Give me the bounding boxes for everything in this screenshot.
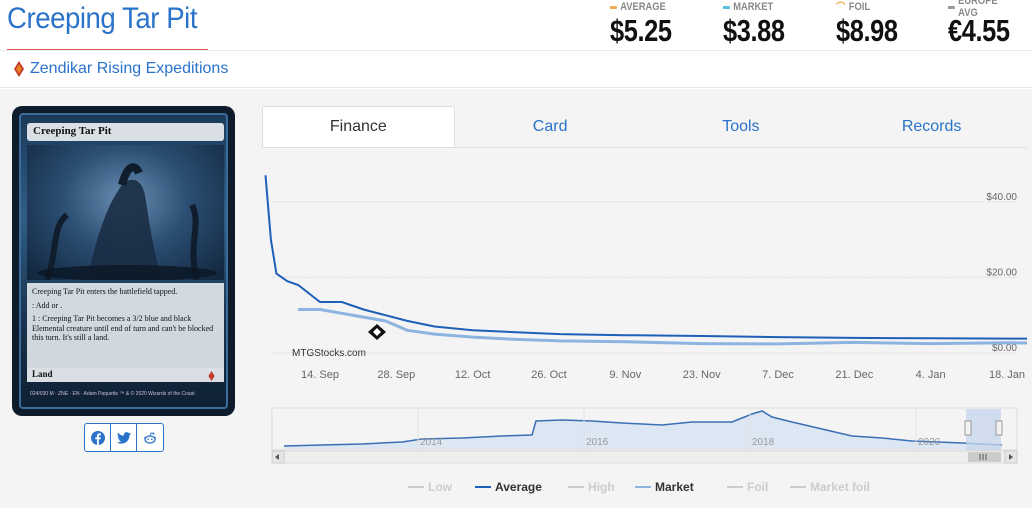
price-europe-label: EUROPE AVG (958, 0, 998, 19)
scroll-left-arrow-icon (275, 454, 279, 460)
tab-finance[interactable]: Finance (262, 106, 455, 147)
legend-item-foil[interactable]: Foil (727, 480, 768, 494)
set-link[interactable]: Zendikar Rising Expeditions (13, 60, 228, 78)
legend-label: Average (495, 480, 542, 494)
facebook-icon (90, 430, 105, 445)
card-art-illustration (37, 163, 217, 282)
card-rules-text: Creeping Tar Pit enters the battlefield … (27, 283, 224, 373)
card-name-bar: Creeping Tar Pit (27, 123, 224, 141)
card-text-line-3: 1 : Creeping Tar Pit becomes a 3/2 blue … (32, 314, 214, 342)
facebook-share-button[interactable] (85, 424, 111, 451)
x-tick-label: 12. Oct (455, 369, 490, 381)
twitter-icon (116, 431, 131, 444)
x-tick-label: 4. Jan (916, 369, 946, 381)
x-tick-label: 21. Dec (835, 369, 873, 381)
series-line-market (298, 308, 1032, 346)
legend-label: Market (655, 480, 694, 494)
chart-legend: Low Average High Market Foil Market foil (408, 480, 870, 494)
x-axis-ticks: 14. Sep 28. Sep 12. Oct 26. Oct 9. Nov 23. No… (301, 369, 1025, 381)
header: Creeping Tar Pit Zendikar Rising Expedit… (0, 0, 1032, 88)
x-tick-label: 23. Nov (683, 369, 721, 381)
x-tick-label: 7. Dec (762, 369, 794, 381)
price-average: AVERAGE $5.25 (610, 0, 685, 48)
price-chart-svg: $0.00 $20.00 $40.00 14. Sep 28. Sep 12. Oct 2… (262, 149, 1032, 508)
card-set-symbol-icon (208, 371, 215, 381)
x-tick-label: 28. Sep (377, 369, 415, 381)
tab-tools[interactable]: Tools (722, 117, 760, 135)
navigator-right-handle[interactable] (995, 420, 1003, 436)
reddit-share-button[interactable] (137, 424, 163, 451)
price-europe: EUROPE AVG €4.55 (948, 0, 1032, 48)
legend-item-high[interactable]: High (568, 480, 615, 494)
legend-item-market[interactable]: Market (635, 480, 694, 494)
chart-scrollbar[interactable] (271, 450, 1018, 464)
card-type-line: Land (27, 368, 224, 382)
scrollbar-grip-icon (979, 454, 987, 460)
price-foil: ⌒ FOIL $8.98 (836, 0, 911, 48)
chart-grid (272, 163, 1017, 354)
price-foil-label: FOIL (848, 1, 871, 13)
card-footer: 024/030 M · ZNE · EN · Adam Paquette ™ &… (30, 391, 195, 397)
navigator-tick-label: 2018 (752, 437, 775, 448)
market-marker-icon (723, 5, 730, 9)
legend-label: Market foil (810, 480, 870, 494)
navigator-tick-label: 2014 (420, 437, 443, 448)
page-title: Creeping Tar Pit (7, 2, 198, 35)
x-tick-label: 14. Sep (301, 369, 339, 381)
legend-label: Low (428, 480, 453, 494)
x-tick-label: 18. Jan (989, 369, 1025, 381)
card-image[interactable]: Creeping Tar Pit Creeping Tar Pit enters… (12, 106, 235, 416)
chart-watermark: MTGStocks.com (292, 348, 366, 359)
legend-item-average[interactable]: Average (475, 480, 542, 494)
y-tick-label: $20.00 (986, 267, 1017, 278)
share-buttons (84, 423, 164, 452)
legend-label: High (588, 480, 615, 494)
tab-card[interactable]: Card (532, 117, 568, 135)
x-tick-label: 9. Nov (609, 369, 641, 381)
card-text-line-1: Creeping Tar Pit enters the battlefield … (32, 287, 178, 296)
card-art (27, 145, 224, 282)
y-axis-ticks: $0.00 $20.00 $40.00 (986, 192, 1017, 354)
tab-records[interactable]: Records (901, 117, 962, 135)
price-europe-value: €4.55 (948, 13, 1010, 48)
card-text-line-2: : Add or . (32, 300, 63, 310)
price-average-label: AVERAGE (620, 1, 666, 13)
y-tick-label: $0.00 (992, 343, 1017, 354)
set-name[interactable]: Zendikar Rising Expeditions (30, 60, 229, 77)
navigator-tick-label: 2016 (586, 437, 609, 448)
legend-label: Foil (747, 480, 768, 494)
y-tick-label: $40.00 (986, 192, 1017, 203)
scrollbar-thumb[interactable] (968, 452, 1001, 462)
twitter-share-button[interactable] (111, 424, 137, 451)
price-chart[interactable]: $0.00 $20.00 $40.00 14. Sep 28. Sep 12. Oct 2… (262, 149, 1032, 508)
chart-series (264, 175, 1032, 346)
navigator-tick-label: 2020 (918, 437, 941, 448)
chart-navigator[interactable]: 2014 2016 2018 2020 (271, 407, 1018, 451)
set-symbol-icon (14, 61, 24, 77)
legend-item-low[interactable]: Low (408, 480, 453, 494)
mtgstocks-logo-icon (368, 324, 386, 340)
average-marker-icon (610, 5, 617, 9)
price-foil-value: $8.98 (836, 13, 898, 48)
price-average-value: $5.25 (610, 13, 672, 48)
price-market: MARKET $3.88 (723, 0, 798, 48)
europe-marker-icon (948, 5, 955, 9)
reddit-icon (144, 431, 156, 444)
card-face: Creeping Tar Pit Creeping Tar Pit enters… (19, 113, 228, 409)
legend-item-market-foil[interactable]: Market foil (790, 480, 870, 494)
header-divider (0, 50, 1032, 51)
series-line-average (264, 175, 1032, 340)
x-tick-label: 26. Oct (531, 369, 566, 381)
foil-marker-icon: ⌒ (836, 2, 846, 14)
price-market-label: MARKET (733, 1, 774, 13)
scroll-right-arrow-icon (1009, 454, 1013, 460)
tab-bar: Finance Card Tools Records (262, 106, 1027, 148)
navigator-left-handle[interactable] (964, 420, 972, 436)
navigator-selection[interactable] (966, 409, 1001, 450)
price-market-value: $3.88 (723, 13, 785, 48)
